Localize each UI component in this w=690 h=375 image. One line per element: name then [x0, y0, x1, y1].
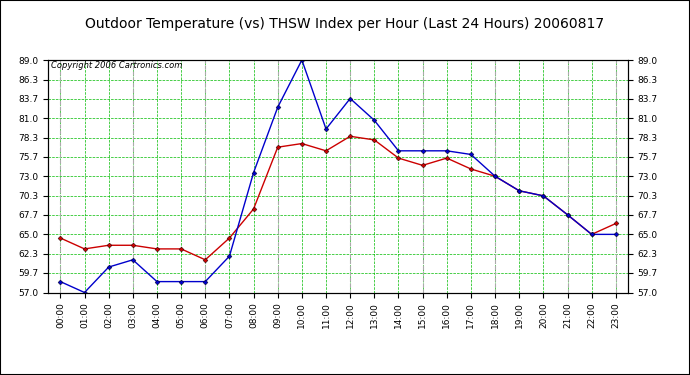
Text: Copyright 2006 Cartronics.com: Copyright 2006 Cartronics.com: [51, 61, 183, 70]
Text: Outdoor Temperature (vs) THSW Index per Hour (Last 24 Hours) 20060817: Outdoor Temperature (vs) THSW Index per …: [86, 17, 604, 31]
